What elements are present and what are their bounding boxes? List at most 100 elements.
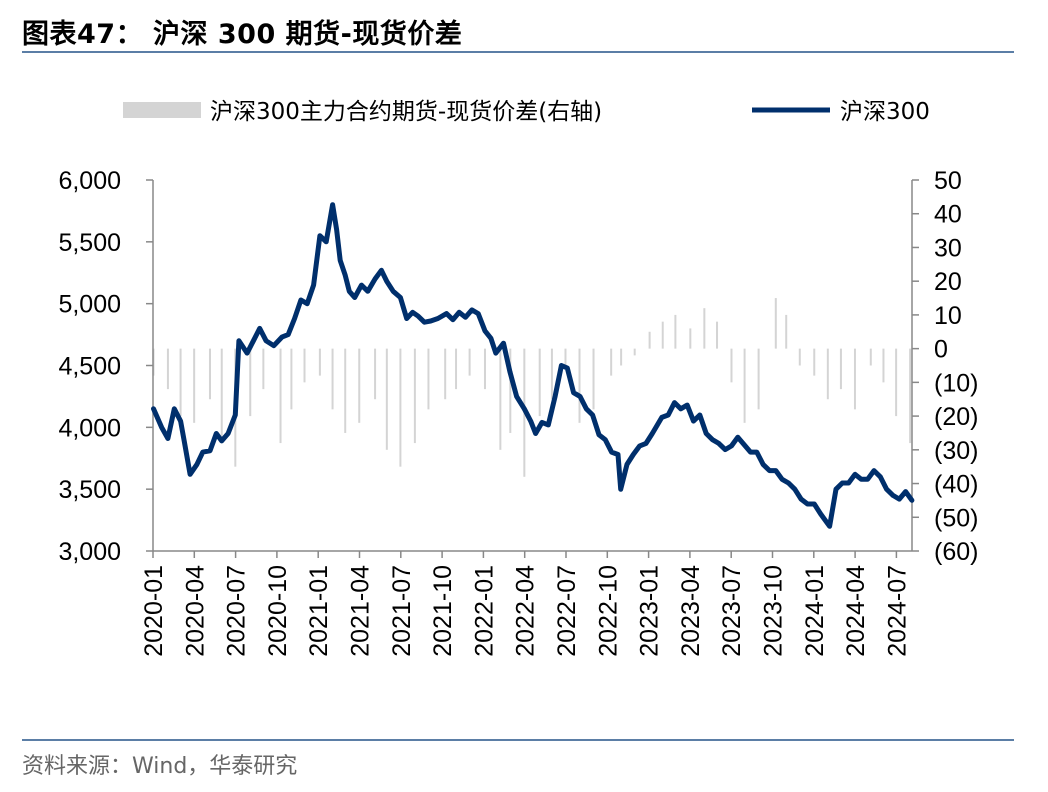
spread-bar [826, 348, 829, 400]
spread-bar [730, 348, 733, 383]
source-note: 资料来源：Wind，华泰研究 [22, 754, 298, 779]
spread-bar [179, 348, 182, 417]
spread-bar [674, 314, 677, 349]
title-divider [22, 51, 1014, 53]
spread-bar [869, 348, 872, 366]
x-tick-label: 2022-10 [594, 565, 622, 657]
spread-bar [290, 348, 293, 410]
spread-bar [610, 348, 613, 376]
spread-bar [592, 348, 595, 410]
spread-bar [853, 348, 856, 410]
spread-bar [909, 348, 912, 444]
spread-bar [344, 348, 347, 433]
spread-bar [166, 348, 169, 390]
spread-bar [427, 348, 430, 410]
right-tick-label: (30) [934, 437, 978, 465]
right-tick-label: 50 [934, 167, 962, 195]
spread-bars [152, 298, 912, 477]
left-tick-label: 3,500 [58, 476, 121, 504]
spread-bar [358, 348, 361, 423]
spread-bar [331, 348, 334, 410]
spread-bar [318, 348, 321, 376]
spread-bar [774, 298, 777, 349]
chart-title: 图表47： 沪深 300 期货-现货价差 [22, 19, 463, 50]
spread-bar [303, 348, 306, 383]
spread-bar [813, 348, 816, 376]
x-tick-label: 2024-01 [801, 565, 829, 657]
left-tick-label: 5,000 [58, 291, 121, 319]
spread-bar [564, 348, 567, 366]
spread-bar [703, 308, 706, 349]
spread-bar [220, 348, 223, 444]
x-tick-label: 2023-01 [636, 565, 664, 657]
x-tick-label: 2021-04 [347, 565, 375, 657]
spread-bar [620, 348, 623, 366]
left-tick-label: 4,000 [58, 414, 121, 442]
spread-bar [550, 348, 553, 400]
right-tick-label: (20) [934, 403, 978, 431]
spread-bar [374, 348, 377, 400]
spread-bar [689, 328, 692, 349]
spread-bar [193, 348, 196, 423]
spread-bar [757, 348, 760, 410]
spread-bar [538, 348, 541, 417]
x-tick-label: 2024-04 [842, 565, 870, 657]
x-tick-label: 2023-04 [677, 565, 705, 657]
source-divider [22, 739, 1014, 741]
spread-bar [279, 348, 282, 444]
x-tick-label: 2023-07 [718, 565, 746, 657]
spread-bar [444, 348, 447, 400]
spread-bar [633, 348, 636, 356]
spread-bar [208, 348, 211, 400]
spread-bar [895, 348, 898, 417]
spread-bar [648, 331, 651, 349]
spread-bar [882, 348, 885, 383]
right-tick-label: (50) [934, 504, 978, 532]
spread-bar [249, 348, 252, 417]
spread-bar [413, 348, 416, 444]
spread-bar [499, 348, 502, 450]
x-tick-label: 2022-07 [553, 565, 581, 657]
tick-labels: 3,000 3,500 4,000 4,500 5,000 5,500 6,000 50 40 3… [58, 167, 978, 657]
x-tick-label: 2022-01 [470, 565, 498, 657]
right-tick-label: 40 [934, 201, 962, 229]
legend-swatch-spread [123, 102, 201, 118]
x-tick-label: 2021-10 [429, 565, 457, 657]
x-tick-label: 2020-01 [140, 565, 168, 657]
spread-bar [785, 314, 788, 349]
spread-bar [483, 348, 486, 390]
right-tick-label: (40) [934, 471, 978, 499]
x-tick-label: 2020-10 [264, 565, 292, 657]
spread-bar [716, 321, 719, 349]
spread-bar [798, 348, 801, 366]
legend-label-csi300: 沪深300 [840, 99, 930, 125]
right-tick-label: (60) [934, 538, 978, 566]
spread-bar [385, 348, 388, 450]
right-tick-label: 0 [934, 336, 948, 364]
left-tick-label: 6,000 [58, 167, 121, 195]
spread-bar [743, 348, 746, 423]
x-tick-label: 2020-07 [223, 565, 251, 657]
right-tick-label: (10) [934, 369, 978, 397]
right-tick-label: 10 [934, 302, 962, 330]
spread-bar [262, 348, 265, 390]
spread-bar [455, 348, 458, 390]
x-tick-label: 2022-04 [512, 565, 540, 657]
x-tick-label: 2024-07 [883, 565, 911, 657]
right-tick-label: 30 [934, 234, 962, 262]
left-tick-label: 5,500 [58, 229, 121, 257]
legend: 沪深300主力合约期货-现货价差(右轴) 沪深300 [123, 99, 930, 125]
spread-bar [661, 321, 664, 349]
left-tick-label: 3,000 [58, 538, 121, 566]
spread-bar [509, 348, 512, 433]
left-tick-label: 4,500 [58, 353, 121, 381]
spread-bar [399, 348, 402, 467]
spread-bar [839, 348, 842, 390]
spread-bar [468, 348, 471, 376]
right-tick-label: 20 [934, 268, 962, 296]
axes [146, 179, 919, 558]
legend-label-spread: 沪深300主力合约期货-现货价差(右轴) [210, 99, 602, 125]
x-tick-label: 2021-07 [388, 565, 416, 657]
csi300-line [151, 202, 915, 529]
